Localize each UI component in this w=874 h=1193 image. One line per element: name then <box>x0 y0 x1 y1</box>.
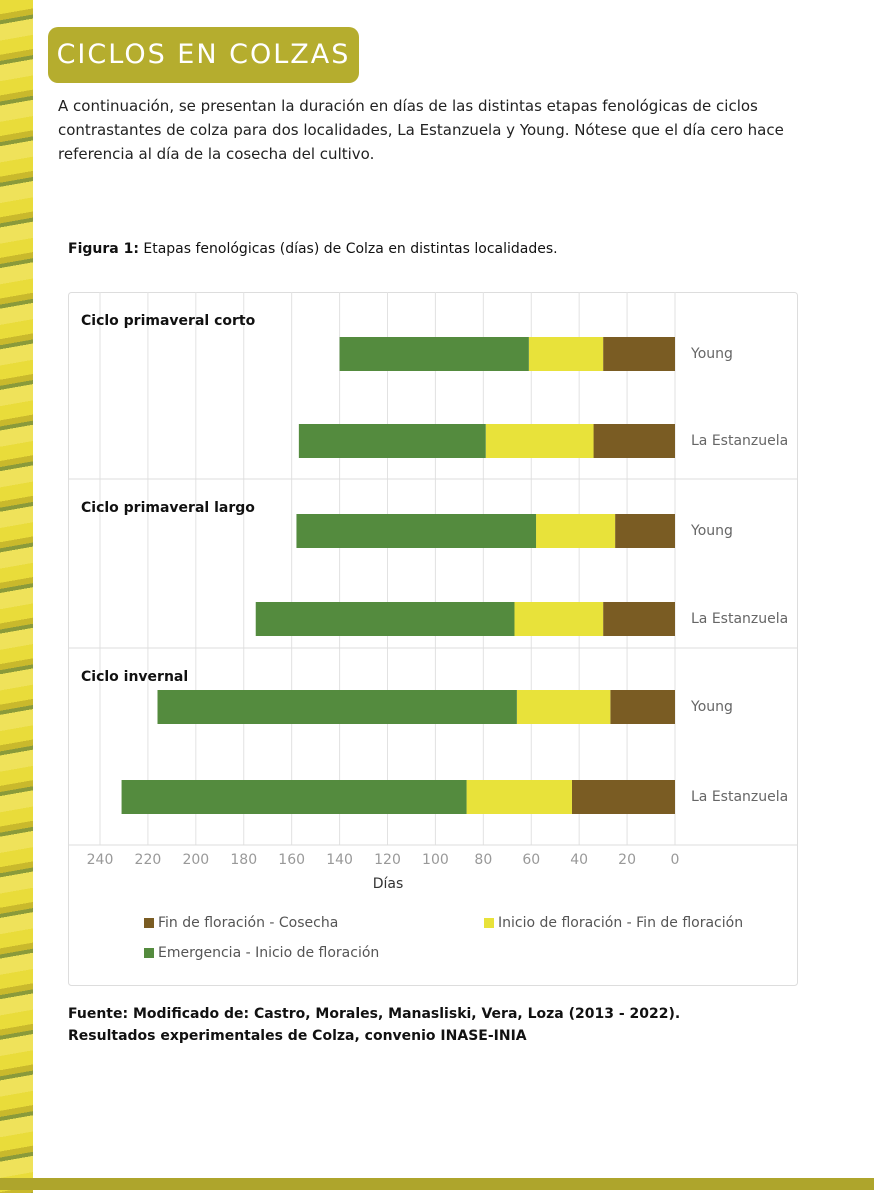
bar-segment <box>466 780 572 814</box>
figure-label: Figura 1: <box>68 241 139 257</box>
x-tick-label: 100 <box>422 852 449 868</box>
intro-text: A continuación, se presentan la duración… <box>58 97 784 163</box>
group-label: Ciclo primaveral largo <box>81 500 255 516</box>
footer-bar <box>0 1178 874 1190</box>
x-tick-label: 160 <box>278 852 305 868</box>
legend-swatch <box>144 948 154 958</box>
source-text: Fuente: Modificado de: Castro, Morales, … <box>68 1006 681 1044</box>
bar-segment <box>528 337 604 371</box>
bar-segment <box>593 424 675 458</box>
bar-segment <box>514 602 604 636</box>
category-label: La Estanzuela <box>691 611 788 627</box>
legend-swatch <box>144 918 154 928</box>
chart-frame <box>68 292 798 986</box>
bar-segment <box>516 690 611 724</box>
group-label: Ciclo invernal <box>81 669 188 685</box>
category-label: La Estanzuela <box>691 433 788 449</box>
bar-segment <box>603 602 675 636</box>
x-tick-label: 180 <box>230 852 257 868</box>
bar-segment <box>610 690 675 724</box>
x-tick-label: 0 <box>671 852 680 868</box>
x-tick-label: 200 <box>182 852 209 868</box>
bar-segment <box>296 514 537 548</box>
chart: 0 20 40 60 80 100 120 140 160 180 200 220 240 Días Cic… <box>68 292 798 986</box>
bar-segment <box>603 337 675 371</box>
legend-label: Fin de floración - Cosecha <box>158 915 338 931</box>
group-label: Ciclo primaveral corto <box>81 313 256 329</box>
bar-segment <box>298 424 486 458</box>
legend-label: Emergencia - Inicio de floración <box>158 945 379 961</box>
bar-segment <box>536 514 616 548</box>
bar-segment <box>615 514 675 548</box>
figure-caption: Figura 1: Etapas fenológicas (días) de C… <box>68 241 558 257</box>
x-tick-label: 220 <box>135 852 162 868</box>
x-tick-label: 60 <box>522 852 540 868</box>
category-label: Young <box>690 523 733 539</box>
x-tick-label: 240 <box>87 852 114 868</box>
bar-segment <box>255 602 515 636</box>
x-tick-label: 120 <box>374 852 401 868</box>
legend-label: Inicio de floración - Fin de floración <box>498 915 743 931</box>
caption-text: Etapas fenológicas (días) de Colza en di… <box>143 241 558 257</box>
x-tick-label: 40 <box>570 852 588 868</box>
x-axis-title: Días <box>373 876 404 892</box>
bar-segment <box>485 424 594 458</box>
category-label: La Estanzuela <box>691 789 788 805</box>
bar-segment <box>339 337 529 371</box>
category-label: Young <box>690 699 733 715</box>
category-label: Young <box>690 346 733 362</box>
bar-segment <box>157 690 517 724</box>
x-tick-label: 80 <box>474 852 492 868</box>
decor-strip <box>0 0 33 1193</box>
legend-swatch <box>484 918 494 928</box>
header-title: CICLOS EN COLZAS <box>48 27 359 83</box>
bar-segment <box>571 780 675 814</box>
x-tick-label: 20 <box>618 852 636 868</box>
x-tick-label: 140 <box>326 852 353 868</box>
bar-segment <box>121 780 467 814</box>
